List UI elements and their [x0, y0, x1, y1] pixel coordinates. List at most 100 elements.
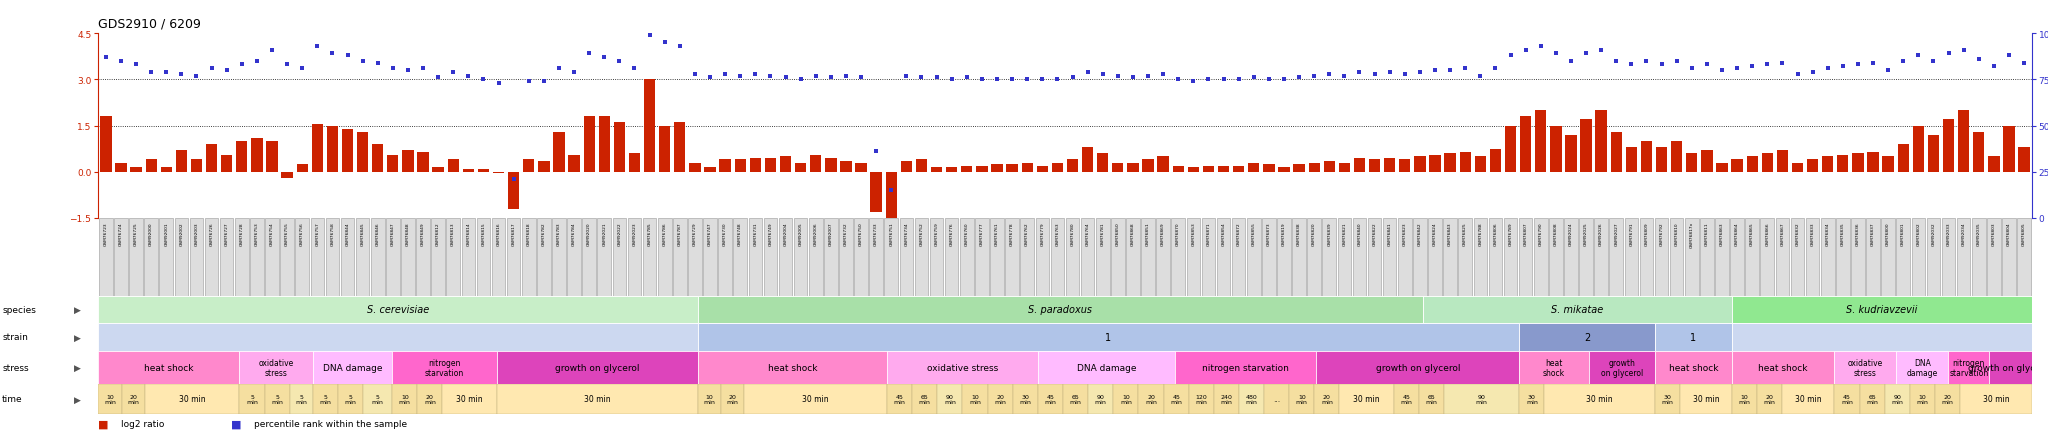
Point: [1978, 64, 2011, 71]
Point: [920, 75, 952, 82]
Text: GSM76865: GSM76865: [1751, 222, 1755, 245]
Bar: [987, 384, 1014, 414]
Point: [166, 71, 199, 78]
Text: 45
min: 45 min: [893, 394, 905, 404]
Bar: [1989, 157, 1999, 172]
Bar: [698, 323, 1520, 351]
Bar: [1733, 296, 2032, 323]
Bar: [2017, 218, 2032, 296]
Text: GSM92002: GSM92002: [180, 222, 184, 245]
Bar: [915, 218, 928, 296]
Point: [211, 67, 244, 74]
Bar: [1944, 120, 1954, 172]
Text: 5
min: 5 min: [319, 394, 332, 404]
Text: GSM92026: GSM92026: [1599, 222, 1604, 245]
Bar: [598, 218, 610, 296]
Point: [995, 76, 1028, 83]
Bar: [1550, 126, 1561, 172]
Text: 10
min: 10 min: [1917, 394, 1929, 404]
Bar: [946, 168, 956, 172]
Bar: [1942, 218, 1956, 296]
Text: GSM76764: GSM76764: [1085, 222, 1090, 245]
Bar: [418, 152, 428, 172]
Bar: [2019, 148, 2030, 172]
Point: [1675, 66, 1708, 72]
Point: [270, 62, 303, 69]
Point: [150, 69, 182, 76]
Text: 120
min: 120 min: [1196, 394, 1206, 404]
Bar: [537, 218, 551, 296]
Text: GSM92027: GSM92027: [1614, 222, 1618, 245]
Text: GSM76723: GSM76723: [104, 222, 109, 245]
Point: [602, 58, 635, 65]
Bar: [569, 155, 580, 172]
Point: [2007, 60, 2040, 67]
Bar: [582, 218, 596, 296]
Bar: [856, 163, 866, 172]
Text: GSM76812: GSM76812: [436, 222, 440, 245]
Bar: [1896, 218, 1911, 296]
Bar: [735, 160, 745, 172]
Point: [1886, 58, 1919, 65]
Bar: [1038, 384, 1063, 414]
Bar: [1139, 384, 1163, 414]
Bar: [1520, 384, 1544, 414]
Text: 480
min: 480 min: [1245, 394, 1257, 404]
Bar: [1960, 384, 2032, 414]
Bar: [1835, 351, 1896, 384]
Bar: [295, 218, 309, 296]
Bar: [115, 163, 127, 172]
Bar: [143, 218, 158, 296]
Bar: [1731, 160, 1743, 172]
Text: 30 min: 30 min: [1982, 395, 2009, 404]
Bar: [506, 218, 520, 296]
Bar: [1589, 351, 1655, 384]
Point: [1133, 73, 1165, 80]
Text: S. mikatae: S. mikatae: [1550, 305, 1604, 315]
Bar: [1972, 218, 1987, 296]
Text: ▶: ▶: [74, 333, 80, 342]
Bar: [1188, 384, 1214, 414]
Bar: [629, 154, 641, 172]
Point: [1192, 76, 1225, 83]
Text: GSM76760: GSM76760: [965, 222, 969, 245]
Point: [1298, 73, 1331, 80]
Bar: [1323, 218, 1335, 296]
Bar: [764, 218, 778, 296]
Bar: [598, 117, 610, 172]
Text: GSM76752: GSM76752: [920, 222, 924, 245]
Point: [543, 66, 575, 72]
Bar: [100, 117, 111, 172]
Bar: [492, 218, 506, 296]
Bar: [1065, 218, 1079, 296]
Text: 30 min: 30 min: [1587, 395, 1614, 404]
Text: 65
min: 65 min: [920, 394, 930, 404]
Text: 45
min: 45 min: [1841, 394, 1853, 404]
Text: GSM76756: GSM76756: [301, 222, 305, 245]
Bar: [1020, 218, 1034, 296]
Bar: [1702, 151, 1712, 172]
Text: 45
min: 45 min: [1169, 394, 1182, 404]
Point: [1554, 58, 1587, 65]
Text: GSM76819: GSM76819: [1282, 222, 1286, 245]
Point: [1993, 53, 2025, 59]
Point: [1057, 75, 1090, 82]
Text: stress: stress: [2, 363, 29, 372]
Bar: [342, 129, 352, 172]
Bar: [461, 218, 475, 296]
Bar: [1716, 163, 1729, 172]
Point: [1616, 62, 1649, 69]
Text: 10
min: 10 min: [702, 394, 715, 404]
Text: GSM76813: GSM76813: [451, 222, 455, 245]
Point: [391, 67, 424, 74]
Text: GSM76818: GSM76818: [526, 222, 530, 245]
Bar: [1081, 148, 1094, 172]
Text: growth on glycerol: growth on glycerol: [1376, 363, 1460, 372]
Point: [1282, 75, 1315, 82]
Bar: [854, 218, 868, 296]
Bar: [825, 158, 836, 172]
Point: [557, 69, 590, 76]
Bar: [1171, 218, 1186, 296]
Bar: [1415, 157, 1425, 172]
Bar: [1262, 218, 1276, 296]
